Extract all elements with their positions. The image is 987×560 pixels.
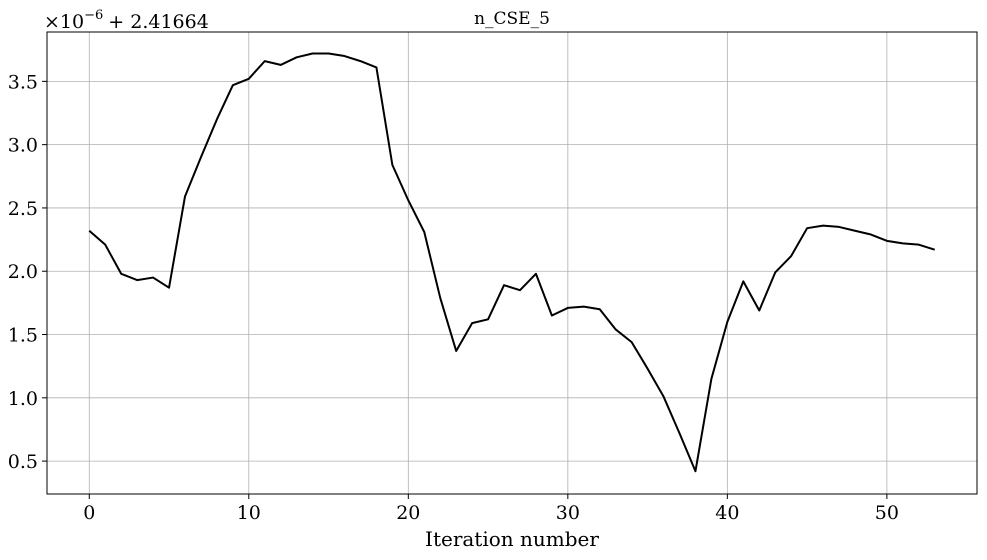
plot-frame xyxy=(46,31,978,495)
y-tick-label: 1.0 xyxy=(8,388,38,410)
y-offset-exponent: −6 xyxy=(84,8,103,23)
y-tick-label: 3.5 xyxy=(8,71,38,93)
x-tick-label: 0 xyxy=(83,502,95,524)
x-axis-title: Iteration number xyxy=(425,527,599,551)
x-tick-label: 10 xyxy=(237,502,261,524)
y-tick-label: 1.5 xyxy=(8,325,38,347)
chart-title: n_CSE_5 xyxy=(474,9,550,29)
y-tick-label: 2.5 xyxy=(8,198,38,220)
series-line xyxy=(88,52,936,473)
x-tick-label: 20 xyxy=(396,502,420,524)
axis-ticks: 0 10 20 30 40 50 0.5 1.0 1.5 2.0 2.5 3.0 3.5 xyxy=(8,71,899,524)
y-tick-label: 2.0 xyxy=(8,261,38,283)
y-offset-multiplier: ×10 xyxy=(44,11,84,33)
x-tick-label: 40 xyxy=(715,502,739,524)
y-tick-label: 0.5 xyxy=(8,451,38,473)
y-tick-label: 3.0 xyxy=(8,135,38,157)
y-offset-value: + 2.41664 xyxy=(108,11,209,33)
x-tick-label: 30 xyxy=(556,502,580,524)
y-offset-label: ×10−6 + 2.41664 xyxy=(44,8,209,33)
x-tick-label: 50 xyxy=(875,502,899,524)
series-layer xyxy=(88,52,936,473)
grid-lines xyxy=(47,32,977,494)
